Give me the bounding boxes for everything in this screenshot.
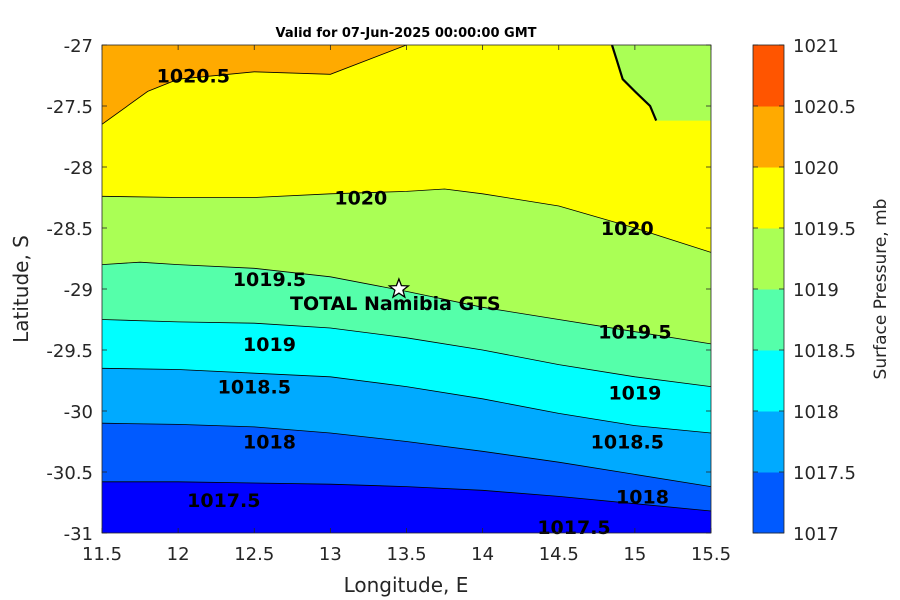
x-tick-label: 14 bbox=[471, 544, 494, 565]
y-tick-label: -29.5 bbox=[46, 341, 93, 362]
contour-label-1020.5: 1020.5 bbox=[157, 66, 230, 88]
contour-label-1020: 1020 bbox=[334, 188, 387, 210]
contour-label-1018.5: 1018.5 bbox=[218, 377, 291, 399]
y-tick-label: -31 bbox=[64, 524, 93, 545]
contour-lines bbox=[102, 45, 711, 512]
colorbar-swatch bbox=[753, 167, 784, 229]
colorbar-tick-label: 1017 bbox=[793, 524, 839, 545]
y-tick-label: -28 bbox=[64, 158, 93, 179]
station-star-icon bbox=[387, 277, 411, 299]
x-axis: 11.5 12 12.5 13 13.5 14 14.5 15 15.5 bbox=[82, 45, 731, 565]
y-tick-label: -30 bbox=[64, 402, 93, 423]
y-tick-label: -28.5 bbox=[46, 219, 93, 240]
colorbar-tick-label: 1020.5 bbox=[793, 97, 856, 118]
colorbar-tick-label: 1018.5 bbox=[793, 341, 856, 362]
contour-label-1019.5: 1019.5 bbox=[233, 269, 306, 291]
contour-label-1018: 1018 bbox=[616, 486, 669, 508]
y-axis-title: Latitude, S bbox=[9, 235, 33, 343]
x-tick-label: 13 bbox=[319, 544, 342, 565]
land-area bbox=[612, 45, 711, 121]
fill-band-1020 bbox=[102, 45, 711, 253]
colorbar-swatch bbox=[753, 45, 784, 107]
contour-fills bbox=[102, 45, 711, 533]
colorbar-tick-label: 1019.5 bbox=[793, 219, 856, 240]
contour-label-1017.5: 1017.5 bbox=[187, 490, 260, 512]
colorbar-tick-label: 1021 bbox=[793, 36, 839, 57]
contour-line-1018 bbox=[102, 422, 711, 487]
x-tick-label: 12.5 bbox=[234, 544, 274, 565]
y-tick-label: -27 bbox=[64, 36, 93, 57]
contour-label-1019: 1019 bbox=[608, 383, 661, 405]
x-tick-label: 15 bbox=[623, 544, 646, 565]
contour-label-1017.5: 1017.5 bbox=[537, 517, 610, 539]
plot-area: 1020.5 1020 1020 1019.5 1019.5 1019 1019 1018.5… bbox=[101, 44, 712, 539]
colorbar-tick-label: 1017.5 bbox=[793, 463, 856, 484]
colorbar-tick-label: 1018 bbox=[793, 402, 839, 423]
station-marker-group: TOTAL Namibia GTS bbox=[290, 277, 501, 315]
x-tick-label: 11.5 bbox=[82, 544, 122, 565]
colorbar-tick-label: 1019 bbox=[793, 280, 839, 301]
contour-label-1019: 1019 bbox=[243, 334, 296, 356]
contour-line-1017.5 bbox=[102, 481, 711, 512]
colorbar-swatch bbox=[753, 350, 784, 412]
contour-label-1019.5: 1019.5 bbox=[598, 322, 671, 344]
x-tick-label: 12 bbox=[167, 544, 190, 565]
contour-label-1018: 1018 bbox=[243, 432, 296, 454]
contour-line-1020.5 bbox=[102, 45, 407, 125]
fill-band-1020.5 bbox=[102, 45, 407, 125]
colorbar: 1017 1017.5 1018 1018.5 1019 1019.5 1020 1020.5… bbox=[752, 36, 856, 545]
y-tick-label: -27.5 bbox=[46, 97, 93, 118]
x-tick-label: 15.5 bbox=[691, 544, 731, 565]
contour-label-1018.5: 1018.5 bbox=[591, 432, 664, 454]
chart-title: Valid for 07-Jun-2025 00:00:00 GMT bbox=[276, 26, 537, 41]
y-tick-label: -29 bbox=[64, 280, 93, 301]
contour-line-1020 bbox=[102, 188, 711, 253]
colorbar-tick-label: 1020 bbox=[793, 158, 839, 179]
contour-labels: 1020.5 1020 1020 1019.5 1019.5 1019 1019 1018.5… bbox=[157, 66, 672, 539]
contour-line-1018.5 bbox=[102, 367, 711, 434]
colorbar-swatch bbox=[753, 472, 784, 534]
colorbar-swatch bbox=[753, 228, 784, 290]
colorbar-swatch bbox=[753, 106, 784, 168]
y-tick-label: -30.5 bbox=[46, 463, 93, 484]
coastline bbox=[610, 45, 711, 122]
x-tick-label: 14.5 bbox=[539, 544, 579, 565]
contour-line-1019 bbox=[102, 319, 711, 387]
x-axis-title: Longitude, E bbox=[344, 573, 469, 597]
colorbar-title: Surface Pressure, mb bbox=[871, 199, 891, 380]
contour-label-1020: 1020 bbox=[601, 218, 654, 240]
x-tick-label: 13.5 bbox=[386, 544, 426, 565]
colorbar-swatch bbox=[753, 289, 784, 351]
y-axis: -27 -27.5 -28 -28.5 -29 -29.5 -30 -30.5 -31 bbox=[46, 36, 711, 545]
colorbar-swatch bbox=[753, 411, 784, 473]
station-label: TOTAL Namibia GTS bbox=[290, 293, 501, 315]
coastline-path bbox=[610, 45, 658, 122]
contour-line-1019.5 bbox=[102, 261, 711, 345]
